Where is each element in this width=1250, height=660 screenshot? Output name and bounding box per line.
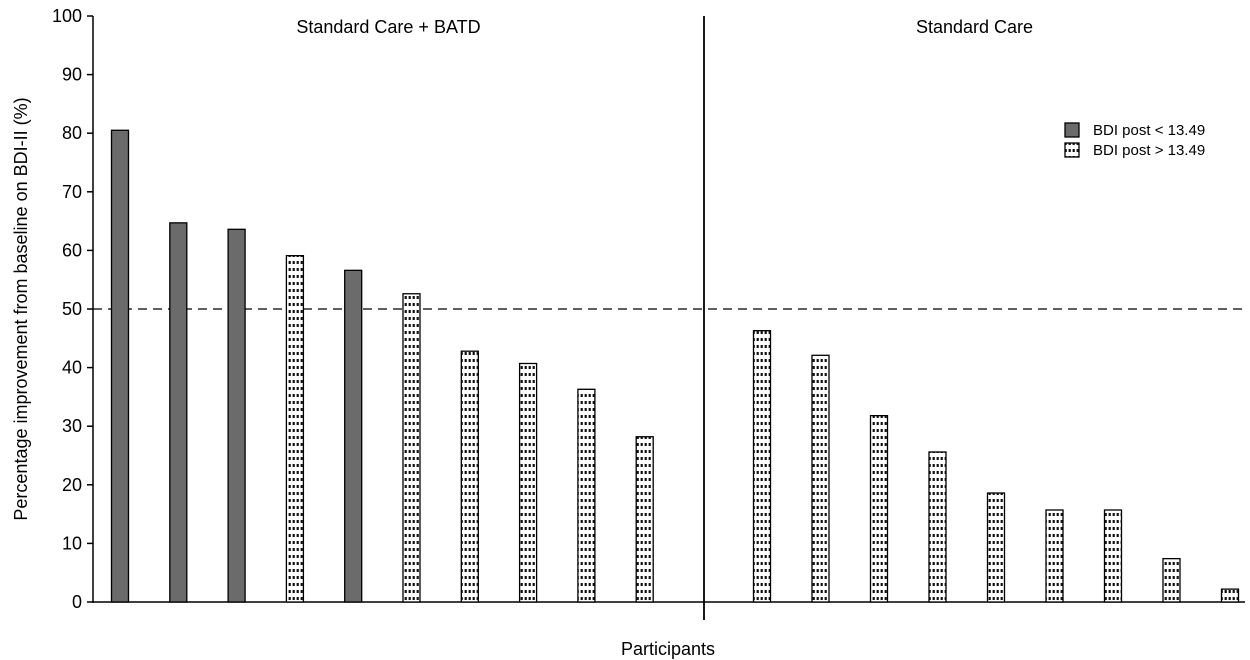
bar	[110, 129, 130, 603]
y-tick-label: 0	[72, 592, 82, 612]
axes: 0 10 20 30 40 50 60 70 80 90 100 Standard Care + BA…	[52, 6, 1245, 620]
bar	[460, 350, 479, 603]
bar	[811, 354, 830, 603]
bar	[169, 222, 188, 603]
bar	[869, 415, 889, 603]
bar	[344, 269, 363, 603]
bar	[285, 255, 305, 603]
y-tick-label: 70	[62, 182, 82, 202]
bar	[986, 492, 1006, 603]
bar	[635, 436, 654, 603]
bar	[577, 388, 596, 603]
y-tick-label: 50	[62, 299, 82, 319]
bar	[1045, 509, 1064, 603]
group-label: Standard Care	[916, 17, 1033, 37]
bar	[1220, 588, 1240, 603]
legend-swatch	[1064, 142, 1080, 158]
y-tick-label: 30	[62, 416, 82, 436]
y-tick-label: 90	[62, 65, 82, 85]
y-tick-label: 40	[62, 358, 82, 378]
legend-label: BDI post > 13.49	[1093, 142, 1205, 159]
bar	[227, 228, 246, 603]
y-tick-label: 60	[62, 240, 82, 260]
bar	[1103, 509, 1123, 603]
bar	[928, 451, 947, 603]
y-tick-label: 10	[62, 533, 82, 553]
bar	[518, 362, 538, 603]
bar	[1162, 557, 1181, 603]
y-axis-title: Percentage improvement from baseline on …	[11, 97, 31, 520]
legend: BDI post < 13.49 BDI post > 13.49	[1064, 122, 1205, 159]
bars	[110, 129, 1240, 603]
bar	[752, 330, 772, 603]
x-axis-title: Participants	[621, 639, 715, 659]
y-tick-label: 100	[52, 6, 82, 26]
y-tick-label: 20	[62, 475, 82, 495]
group-label: Standard Care + BATD	[296, 17, 480, 37]
bar	[402, 293, 421, 603]
legend-label: BDI post < 13.49	[1093, 122, 1205, 139]
legend-swatch	[1064, 122, 1080, 138]
y-tick-label: 80	[62, 123, 82, 143]
